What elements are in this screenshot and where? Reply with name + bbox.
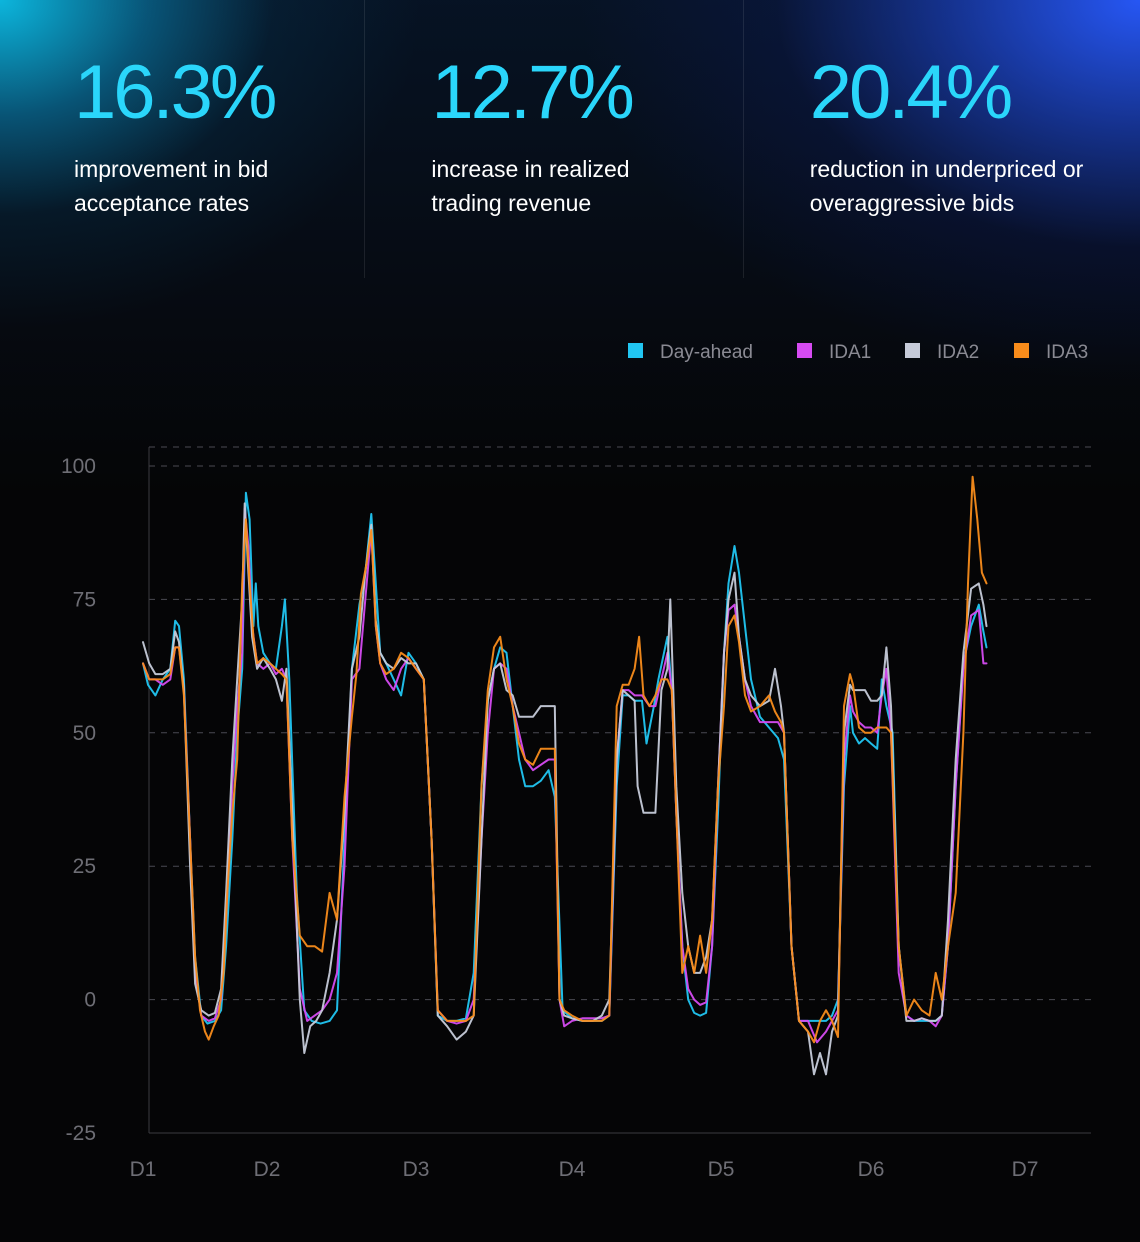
stat-value: 12.7% [431,50,634,135]
legend-label: Day-ahead [660,342,753,363]
series-line-ida3 [142,475,988,1044]
x-tick-label: D4 [559,1158,586,1181]
series-line-ida2 [142,502,988,1076]
y-tick-label: 0 [84,989,96,1012]
stat-description-line: improvement in bid [74,156,269,182]
series-line-day-ahead [142,491,988,1025]
y-tick-label: 75 [73,588,96,611]
legend-swatch [1014,343,1029,358]
legend-item: Day-ahead [628,342,753,363]
stat-description-line: reduction in underpriced or [809,156,1084,182]
y-tick-label: -25 [66,1122,96,1145]
y-tick-label: 100 [61,455,96,478]
x-tick-label: D5 [708,1158,735,1181]
x-tick-label: D1 [130,1158,157,1181]
legend-swatch [628,343,643,358]
y-tick-label: 25 [73,855,96,878]
legend-swatch [905,343,920,358]
x-tick-label: D3 [403,1158,430,1181]
stat-description-line: overaggressive bids [809,190,1015,216]
legend-swatch [797,343,812,358]
stat-description: improvement in bid acceptance rates [74,152,268,220]
stat-description-line: acceptance rates [74,190,250,216]
legend-label: IDA1 [829,342,871,363]
stat-description: increase in realized trading revenue [431,152,629,220]
stat-value: 16.3% [74,50,277,135]
stat-card-bid-acceptance: 16.3% improvement in bid acceptance rate… [0,0,366,278]
stat-card-trading-revenue: 12.7% increase in realized trading reven… [365,0,744,278]
chart-axes: -25 0 25 50 75 100 D1 D2 D3 D4 D5 D6 D7 [61,447,1091,1181]
y-tick-label: 50 [73,722,96,745]
legend-item: IDA1 [797,342,871,363]
stats-panel: 16.3% improvement in bid acceptance rate… [0,0,1140,278]
x-tick-label: D6 [858,1158,885,1181]
stat-value: 20.4% [809,50,1013,135]
chart-legend: Day-ahead IDA1 IDA2 IDA3 [628,342,1088,363]
x-tick-label: D7 [1012,1158,1039,1181]
stat-description: reduction in underpriced or overaggressi… [810,152,1084,220]
stat-card-bid-reduction: 20.4% reduction in underpriced or overag… [744,0,1140,278]
series-line-ida1 [142,507,988,1044]
legend-label: IDA2 [937,342,979,363]
legend-item: IDA3 [1014,342,1088,363]
legend-label: IDA3 [1046,342,1088,363]
x-tick-label: D2 [254,1158,281,1181]
stat-description-line: trading revenue [431,190,592,216]
stat-description-line: increase in realized [431,156,630,182]
price-line-chart: Day-ahead IDA1 IDA2 IDA3 -25 0 25 50 75 100 D1 D2 D… [61,342,1091,1181]
chart-series [142,475,988,1076]
legend-item: IDA2 [905,342,979,363]
